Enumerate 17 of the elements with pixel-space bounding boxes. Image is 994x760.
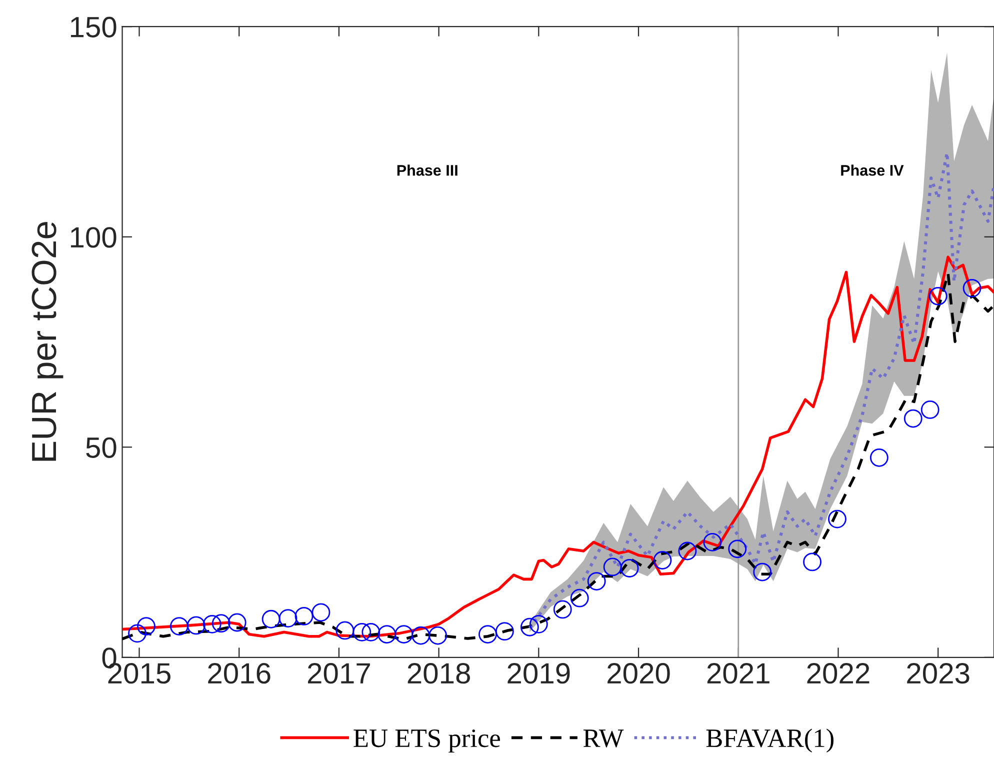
- x-tick-label: 2023: [907, 663, 970, 684]
- x-tick-label: 2021: [707, 663, 770, 684]
- legend-label: BFAVAR(1): [706, 728, 834, 753]
- x-tick-label: 2017: [308, 663, 370, 684]
- x-tick-label: 2019: [508, 663, 570, 684]
- annotation: Phase IV: [841, 164, 904, 176]
- x-tick-label: 2016: [208, 663, 270, 684]
- legend-label: EU ETS price: [354, 729, 500, 753]
- x-tick-label: 2020: [608, 663, 670, 684]
- x-tick-label: 2022: [807, 663, 870, 684]
- x-tick-label: 2018: [408, 663, 470, 684]
- y-axis-title: EUR per tCO2e: [32, 222, 64, 461]
- annotation: Phase III: [397, 164, 458, 176]
- y-tick-label: 100: [70, 227, 116, 248]
- y-tick-label: 50: [86, 437, 116, 458]
- legend-label: RW: [583, 730, 624, 748]
- y-tick-label: 150: [70, 16, 116, 38]
